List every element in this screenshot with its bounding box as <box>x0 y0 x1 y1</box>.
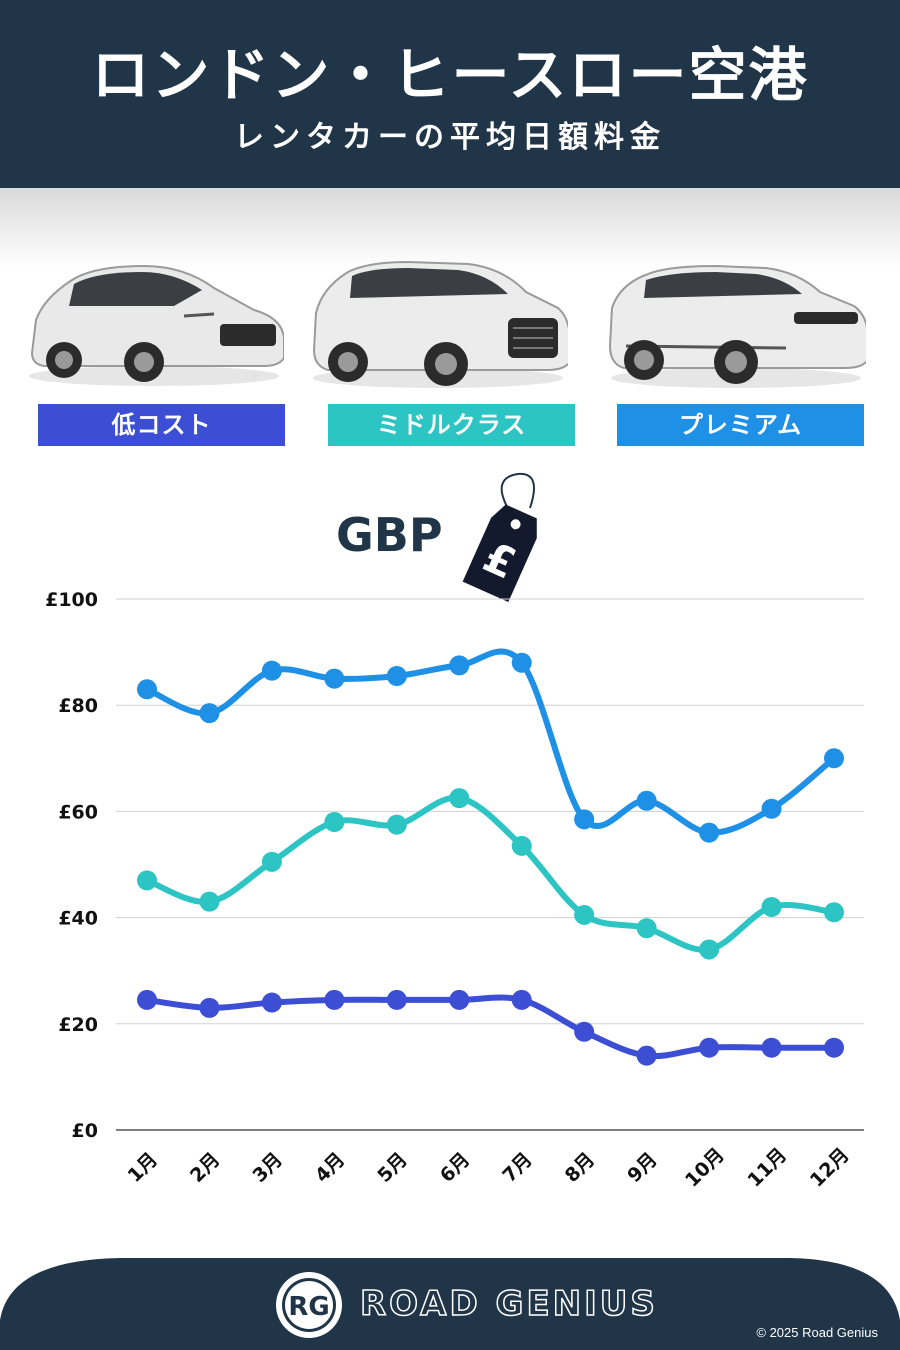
chart-grid <box>116 598 864 1131</box>
x-tick-label: 1月 <box>124 1149 162 1187</box>
data-point <box>137 989 157 1010</box>
x-tick-label: 9月 <box>623 1149 661 1187</box>
data-point <box>574 809 595 830</box>
x-tick-label: 5月 <box>373 1149 411 1187</box>
data-point <box>137 870 157 891</box>
data-point <box>386 665 407 686</box>
data-point <box>449 788 470 809</box>
x-tick-label: 8月 <box>561 1149 599 1187</box>
currency-label: GBP <box>336 508 443 562</box>
y-tick-label: £60 <box>58 801 98 823</box>
premium-suv-icon <box>608 264 866 388</box>
suv-car-icon <box>312 260 568 388</box>
y-axis-ticks: £0 £20 £40 £60 £80 £100 <box>45 589 98 1142</box>
header-banner: ロンドン・ヒースロー空港 レンタカーの平均日額料金 <box>0 0 900 188</box>
y-tick-label: £80 <box>58 695 98 717</box>
y-tick-label: £0 <box>72 1120 98 1142</box>
series-lines <box>137 648 844 1066</box>
data-point <box>386 989 407 1010</box>
data-point <box>386 814 407 835</box>
data-point <box>636 918 657 939</box>
data-point <box>324 989 345 1010</box>
data-point <box>261 851 282 872</box>
logo-letters: RG <box>288 1292 329 1322</box>
data-point <box>199 703 220 724</box>
x-tick-label: 4月 <box>311 1149 349 1187</box>
data-point <box>824 902 844 923</box>
category-premium: プレミアム <box>617 404 864 446</box>
copyright: © 2025 Road Genius <box>756 1325 878 1340</box>
x-tick-label: 6月 <box>436 1149 474 1187</box>
x-tick-label: 3月 <box>248 1149 286 1187</box>
data-point <box>761 1037 782 1058</box>
category-low-cost: 低コスト <box>38 404 285 446</box>
data-point <box>636 1045 657 1066</box>
page-title: ロンドン・ヒースロー空港 <box>91 41 809 109</box>
data-point <box>449 989 470 1010</box>
series-line-1 <box>144 794 837 953</box>
data-point <box>324 668 345 689</box>
data-point <box>199 997 220 1018</box>
data-point <box>574 1021 595 1042</box>
hatchback-car-icon <box>29 264 284 386</box>
data-point <box>761 896 782 917</box>
series-line-0 <box>144 648 837 836</box>
data-point <box>449 655 470 676</box>
data-point <box>699 1037 720 1058</box>
price-tag-icon: £ <box>462 472 537 603</box>
y-tick-label: £20 <box>58 1014 98 1036</box>
category-mid-class: ミドルクラス <box>328 404 575 446</box>
data-point <box>574 904 595 925</box>
brand-name: ROAD GENIUS <box>359 1283 658 1325</box>
data-point <box>199 891 220 912</box>
page-subtitle: レンタカーの平均日額料金 <box>234 120 666 155</box>
data-point <box>699 939 720 960</box>
data-point <box>824 748 844 769</box>
data-point <box>261 660 282 681</box>
x-tick-label: 12月 <box>806 1144 854 1192</box>
road-genius-logo-icon: RG <box>276 1272 342 1338</box>
data-point <box>137 679 157 700</box>
x-tick-label: 10月 <box>681 1144 729 1192</box>
data-point <box>824 1037 844 1058</box>
data-point <box>511 835 532 856</box>
data-point <box>511 989 532 1010</box>
price-line-chart: £0 £20 £40 £60 £80 £100 1月 2月 3月 4月 5月 6月 7月 8月 9月 10月… <box>45 589 864 1192</box>
data-point <box>699 822 720 843</box>
header-shadow <box>0 188 900 268</box>
x-tick-label: 2月 <box>186 1149 224 1187</box>
data-point <box>761 798 782 819</box>
series-line-2 <box>144 994 837 1060</box>
x-tick-label: 7月 <box>498 1149 536 1187</box>
data-point <box>636 790 657 811</box>
x-tick-label: 11月 <box>743 1144 791 1192</box>
data-point <box>324 812 345 833</box>
data-point <box>261 992 282 1013</box>
data-point <box>511 652 532 673</box>
x-axis-ticks: 1月 2月 3月 4月 5月 6月 7月 8月 9月 10月 11月 12月 <box>124 1144 854 1192</box>
footer-banner <box>0 1258 900 1350</box>
y-tick-label: £40 <box>58 908 98 930</box>
y-tick-label: £100 <box>45 589 98 611</box>
